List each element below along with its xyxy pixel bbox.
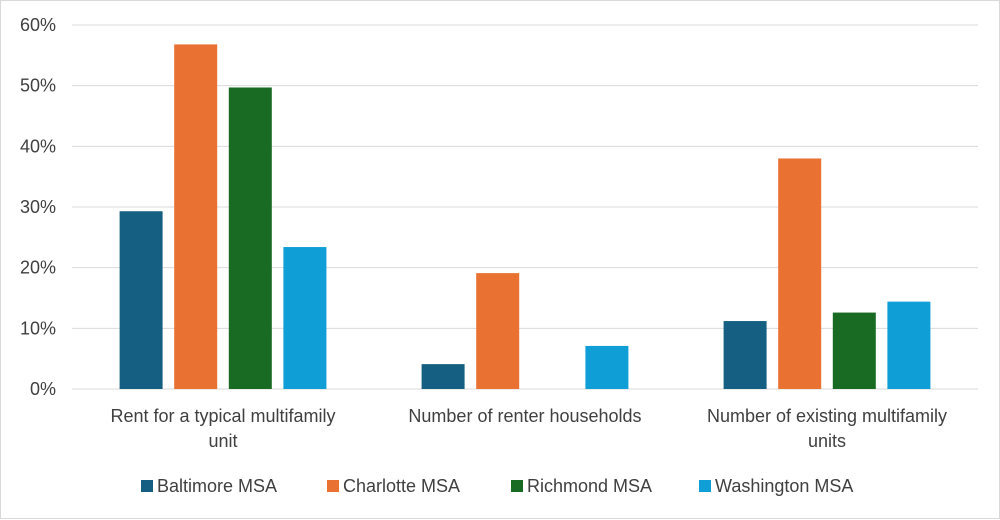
x-category-label: units [808, 431, 846, 451]
legend-label: Charlotte MSA [343, 476, 460, 496]
gridlines [72, 24, 978, 390]
y-tick-label: 50% [20, 76, 56, 96]
legend-label: Baltimore MSA [157, 476, 277, 496]
bar-richmond-msa [228, 87, 272, 389]
legend-label: Richmond MSA [527, 476, 652, 496]
x-category-label: unit [208, 431, 237, 451]
legend-swatch [699, 480, 711, 492]
x-category-label: Number of existing multifamily [707, 406, 947, 426]
x-category-label: Rent for a typical multifamily [110, 406, 335, 426]
bar-charlotte-msa [778, 158, 822, 389]
y-tick-label: 30% [20, 197, 56, 217]
legend: Baltimore MSA Charlotte MSA Richmond MSA Wa… [141, 476, 853, 496]
legend-swatch [327, 480, 339, 492]
x-category-label: Number of renter households [408, 406, 641, 426]
legend-swatch [141, 480, 153, 492]
bar-baltimore-msa [119, 211, 163, 389]
y-tick-label: 60% [20, 15, 56, 35]
bar-charlotte-msa [174, 44, 218, 390]
bar-baltimore-msa [723, 321, 767, 389]
bar-washington-msa [585, 345, 629, 389]
x-axis-categories: Rent for a typical multifamily unit Number… [110, 406, 947, 451]
bar-washington-msa [887, 301, 931, 389]
bar-baltimore-msa [421, 364, 465, 389]
y-tick-label: 10% [20, 318, 56, 338]
y-tick-label: 20% [20, 258, 56, 278]
legend-swatch [511, 480, 523, 492]
bars [119, 44, 931, 390]
y-tick-label: 0% [30, 379, 56, 399]
y-tick-label: 40% [20, 136, 56, 156]
bar-richmond-msa [832, 312, 876, 389]
legend-label: Washington MSA [715, 476, 853, 496]
bar-washington-msa [283, 247, 327, 389]
bar-charlotte-msa [476, 273, 520, 389]
y-axis-ticks: 0% 10% 20% 30% 40% 50% 60% [20, 15, 56, 399]
